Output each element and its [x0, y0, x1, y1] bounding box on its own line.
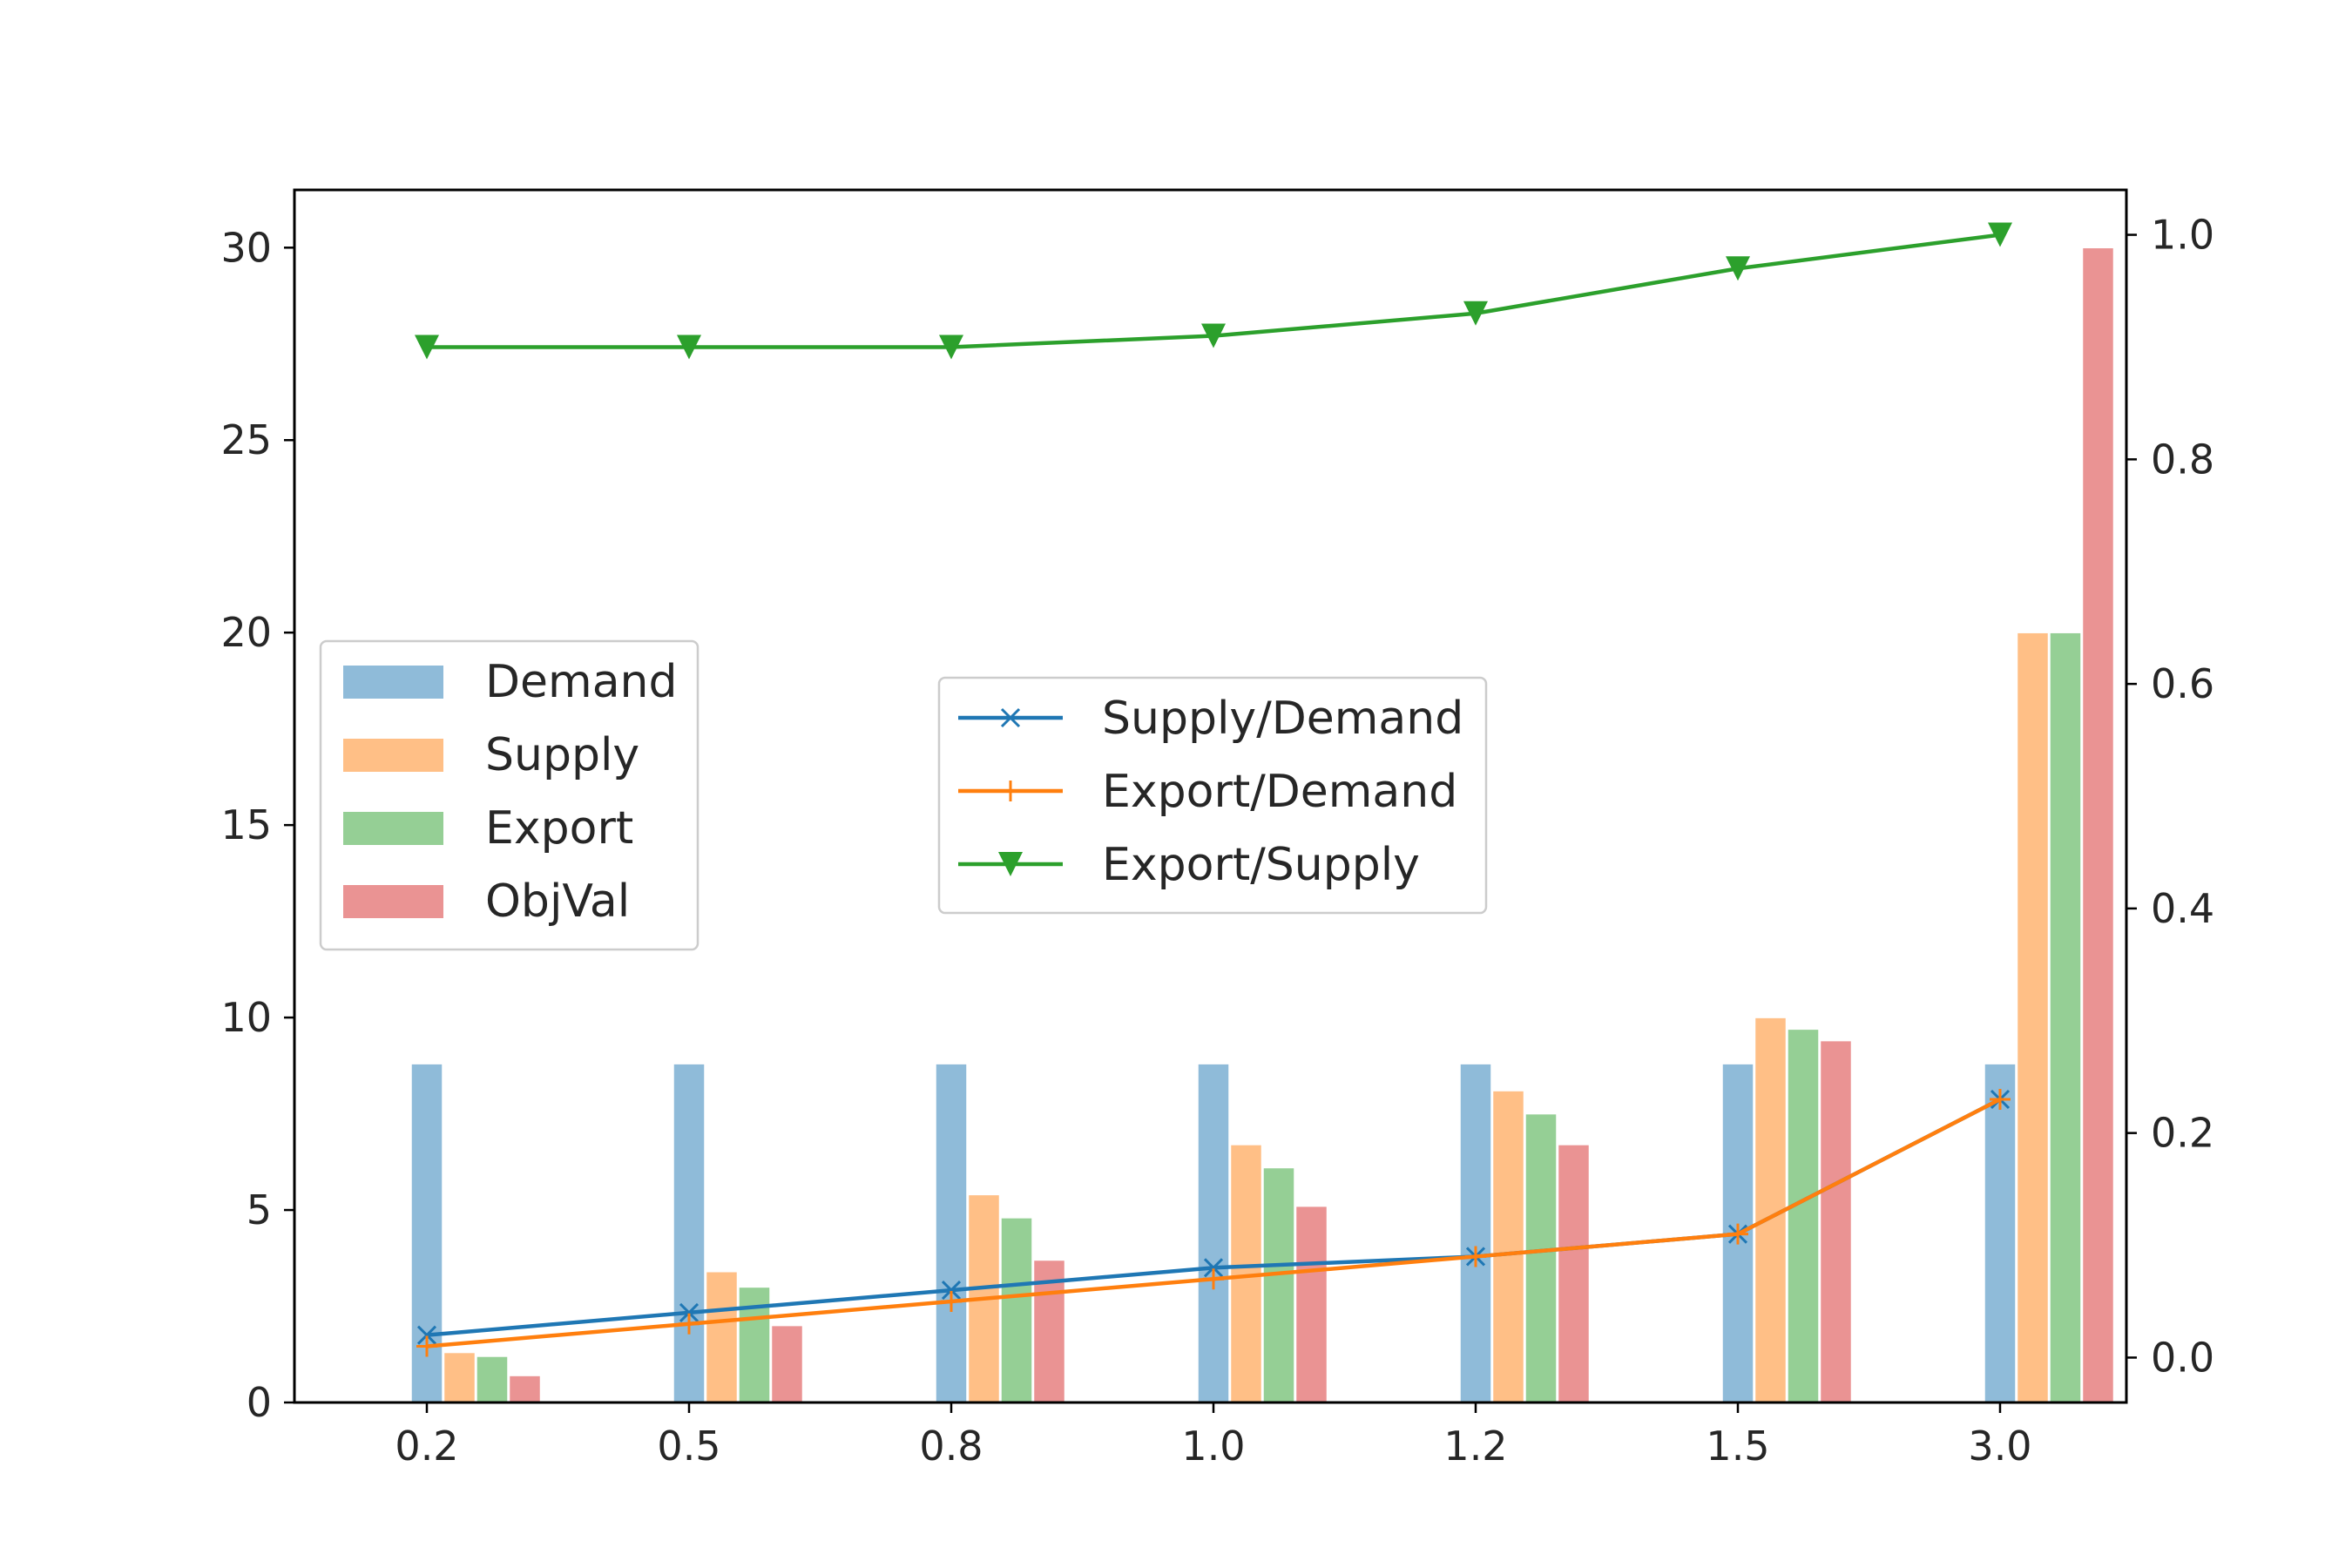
legend-swatch-objval [343, 885, 443, 918]
left-tick-label-0: 0 [247, 1379, 272, 1426]
right-tick-label-0.8: 0.8 [2151, 436, 2214, 483]
marker-export-demand-1.2 [1465, 1246, 1486, 1267]
legend-label-objval: ObjVal [485, 875, 630, 928]
marker-export-demand-3.0 [1990, 1089, 2011, 1110]
marker-export-demand-0.5 [679, 1313, 700, 1335]
legends-layer: Demand Supply Export ObjVal Supply/Demand Exp… [319, 639, 1488, 951]
marker-export-supply-1.2 [1463, 301, 1488, 326]
x-tick-label-0.8: 0.8 [919, 1423, 983, 1470]
bars-layer [410, 247, 2115, 1403]
lines-layer [415, 222, 2012, 1357]
legend-swatch-supply [343, 739, 443, 772]
bar-supply-3.0 [2016, 632, 2050, 1403]
marker-supply-demand-1.0 [1203, 1258, 1224, 1278]
bar-supply-1.2 [1491, 1090, 1525, 1403]
left-tick-label-15: 15 [220, 801, 272, 848]
bar-export-1.2 [1524, 1112, 1558, 1403]
bar-legend-box [319, 639, 700, 951]
marker-supply-demand-0.2 [416, 1325, 437, 1345]
left-tick-label-10: 10 [220, 994, 272, 1041]
marker-export-supply-0.8 [939, 335, 963, 360]
marker-export-demand-1.0 [1203, 1268, 1224, 1290]
marker-export-supply-0.2 [415, 335, 439, 360]
legend-marker-supply-demand [1000, 707, 1021, 728]
bar-demand-1.2 [1459, 1063, 1492, 1403]
x-tick-label-1.5: 1.5 [1706, 1423, 1769, 1470]
marker-export-supply-3.0 [1988, 222, 2012, 247]
right-tick-label-0.6: 0.6 [2151, 660, 2214, 707]
legend-label-export: Export [485, 802, 633, 855]
marker-export-demand-0.2 [416, 1335, 437, 1357]
bar-export-0.2 [476, 1355, 509, 1403]
bar-objval-0.5 [770, 1324, 804, 1403]
x-tick-label-3.0: 3.0 [1968, 1423, 2031, 1470]
bar-objval-1.5 [1819, 1039, 1853, 1403]
bar-objval-0.2 [508, 1375, 542, 1403]
bar-objval-3.0 [2081, 247, 2115, 1403]
right-tick-label-0.0: 0.0 [2151, 1334, 2214, 1381]
bar-supply-0.5 [705, 1271, 739, 1403]
bar-objval-1.0 [1294, 1205, 1328, 1403]
marker-export-supply-1.0 [1201, 323, 1226, 348]
axes-layer: 0.2 0.5 0.8 1.0 1.2 1.5 3.0 0 5 10 15 20 25 30 0.0 0.2 0… [220, 212, 2214, 1470]
x-tick-label-1.2: 1.2 [1443, 1423, 1507, 1470]
bar-demand-3.0 [1984, 1063, 2017, 1403]
x-tick-label-1.0: 1.0 [1181, 1423, 1245, 1470]
marker-export-supply-0.5 [677, 335, 701, 360]
left-tick-label-25: 25 [220, 416, 272, 463]
marker-supply-demand-0.8 [941, 1281, 962, 1301]
legend-label-supply-demand: Supply/Demand [1102, 693, 1463, 745]
right-tick-label-0.4: 0.4 [2151, 885, 2214, 932]
marker-export-demand-1.5 [1727, 1223, 1748, 1245]
plot-frame [293, 188, 2128, 1404]
bar-objval-1.2 [1557, 1144, 1591, 1403]
legend-label-export-supply: Export/Supply [1102, 839, 1420, 891]
line-legend-box [937, 676, 1488, 915]
bar-export-0.8 [1000, 1217, 1033, 1403]
marker-export-demand-0.8 [941, 1291, 962, 1312]
x-tick-label-0.5: 0.5 [657, 1423, 720, 1470]
marker-supply-demand-0.5 [679, 1302, 700, 1322]
right-tick-label-1.0: 1.0 [2151, 212, 2214, 259]
legend-swatch-export [343, 812, 443, 845]
x-tick-label-0.2: 0.2 [395, 1423, 458, 1470]
bar-demand-0.8 [935, 1063, 968, 1403]
legend-marker-export-supply [998, 852, 1023, 876]
bar-supply-0.2 [443, 1351, 476, 1403]
bar-export-1.5 [1787, 1028, 1820, 1403]
bar-demand-1.0 [1197, 1063, 1230, 1403]
bar-demand-0.5 [672, 1063, 706, 1403]
legend-swatch-demand [343, 666, 443, 699]
bar-export-1.0 [1262, 1166, 1295, 1403]
marker-export-supply-1.5 [1726, 256, 1750, 281]
left-tick-label-30: 30 [220, 224, 272, 271]
legend-marker-export-demand [1000, 781, 1021, 801]
left-tick-label-5: 5 [247, 1186, 272, 1233]
legend-label-demand: Demand [485, 656, 678, 708]
bar-export-3.0 [2049, 632, 2082, 1403]
left-tick-label-20: 20 [220, 609, 272, 656]
right-tick-label-0.2: 0.2 [2151, 1110, 2214, 1157]
legend-label-export-demand: Export/Demand [1102, 766, 1457, 818]
legend-label-supply: Supply [485, 729, 639, 781]
